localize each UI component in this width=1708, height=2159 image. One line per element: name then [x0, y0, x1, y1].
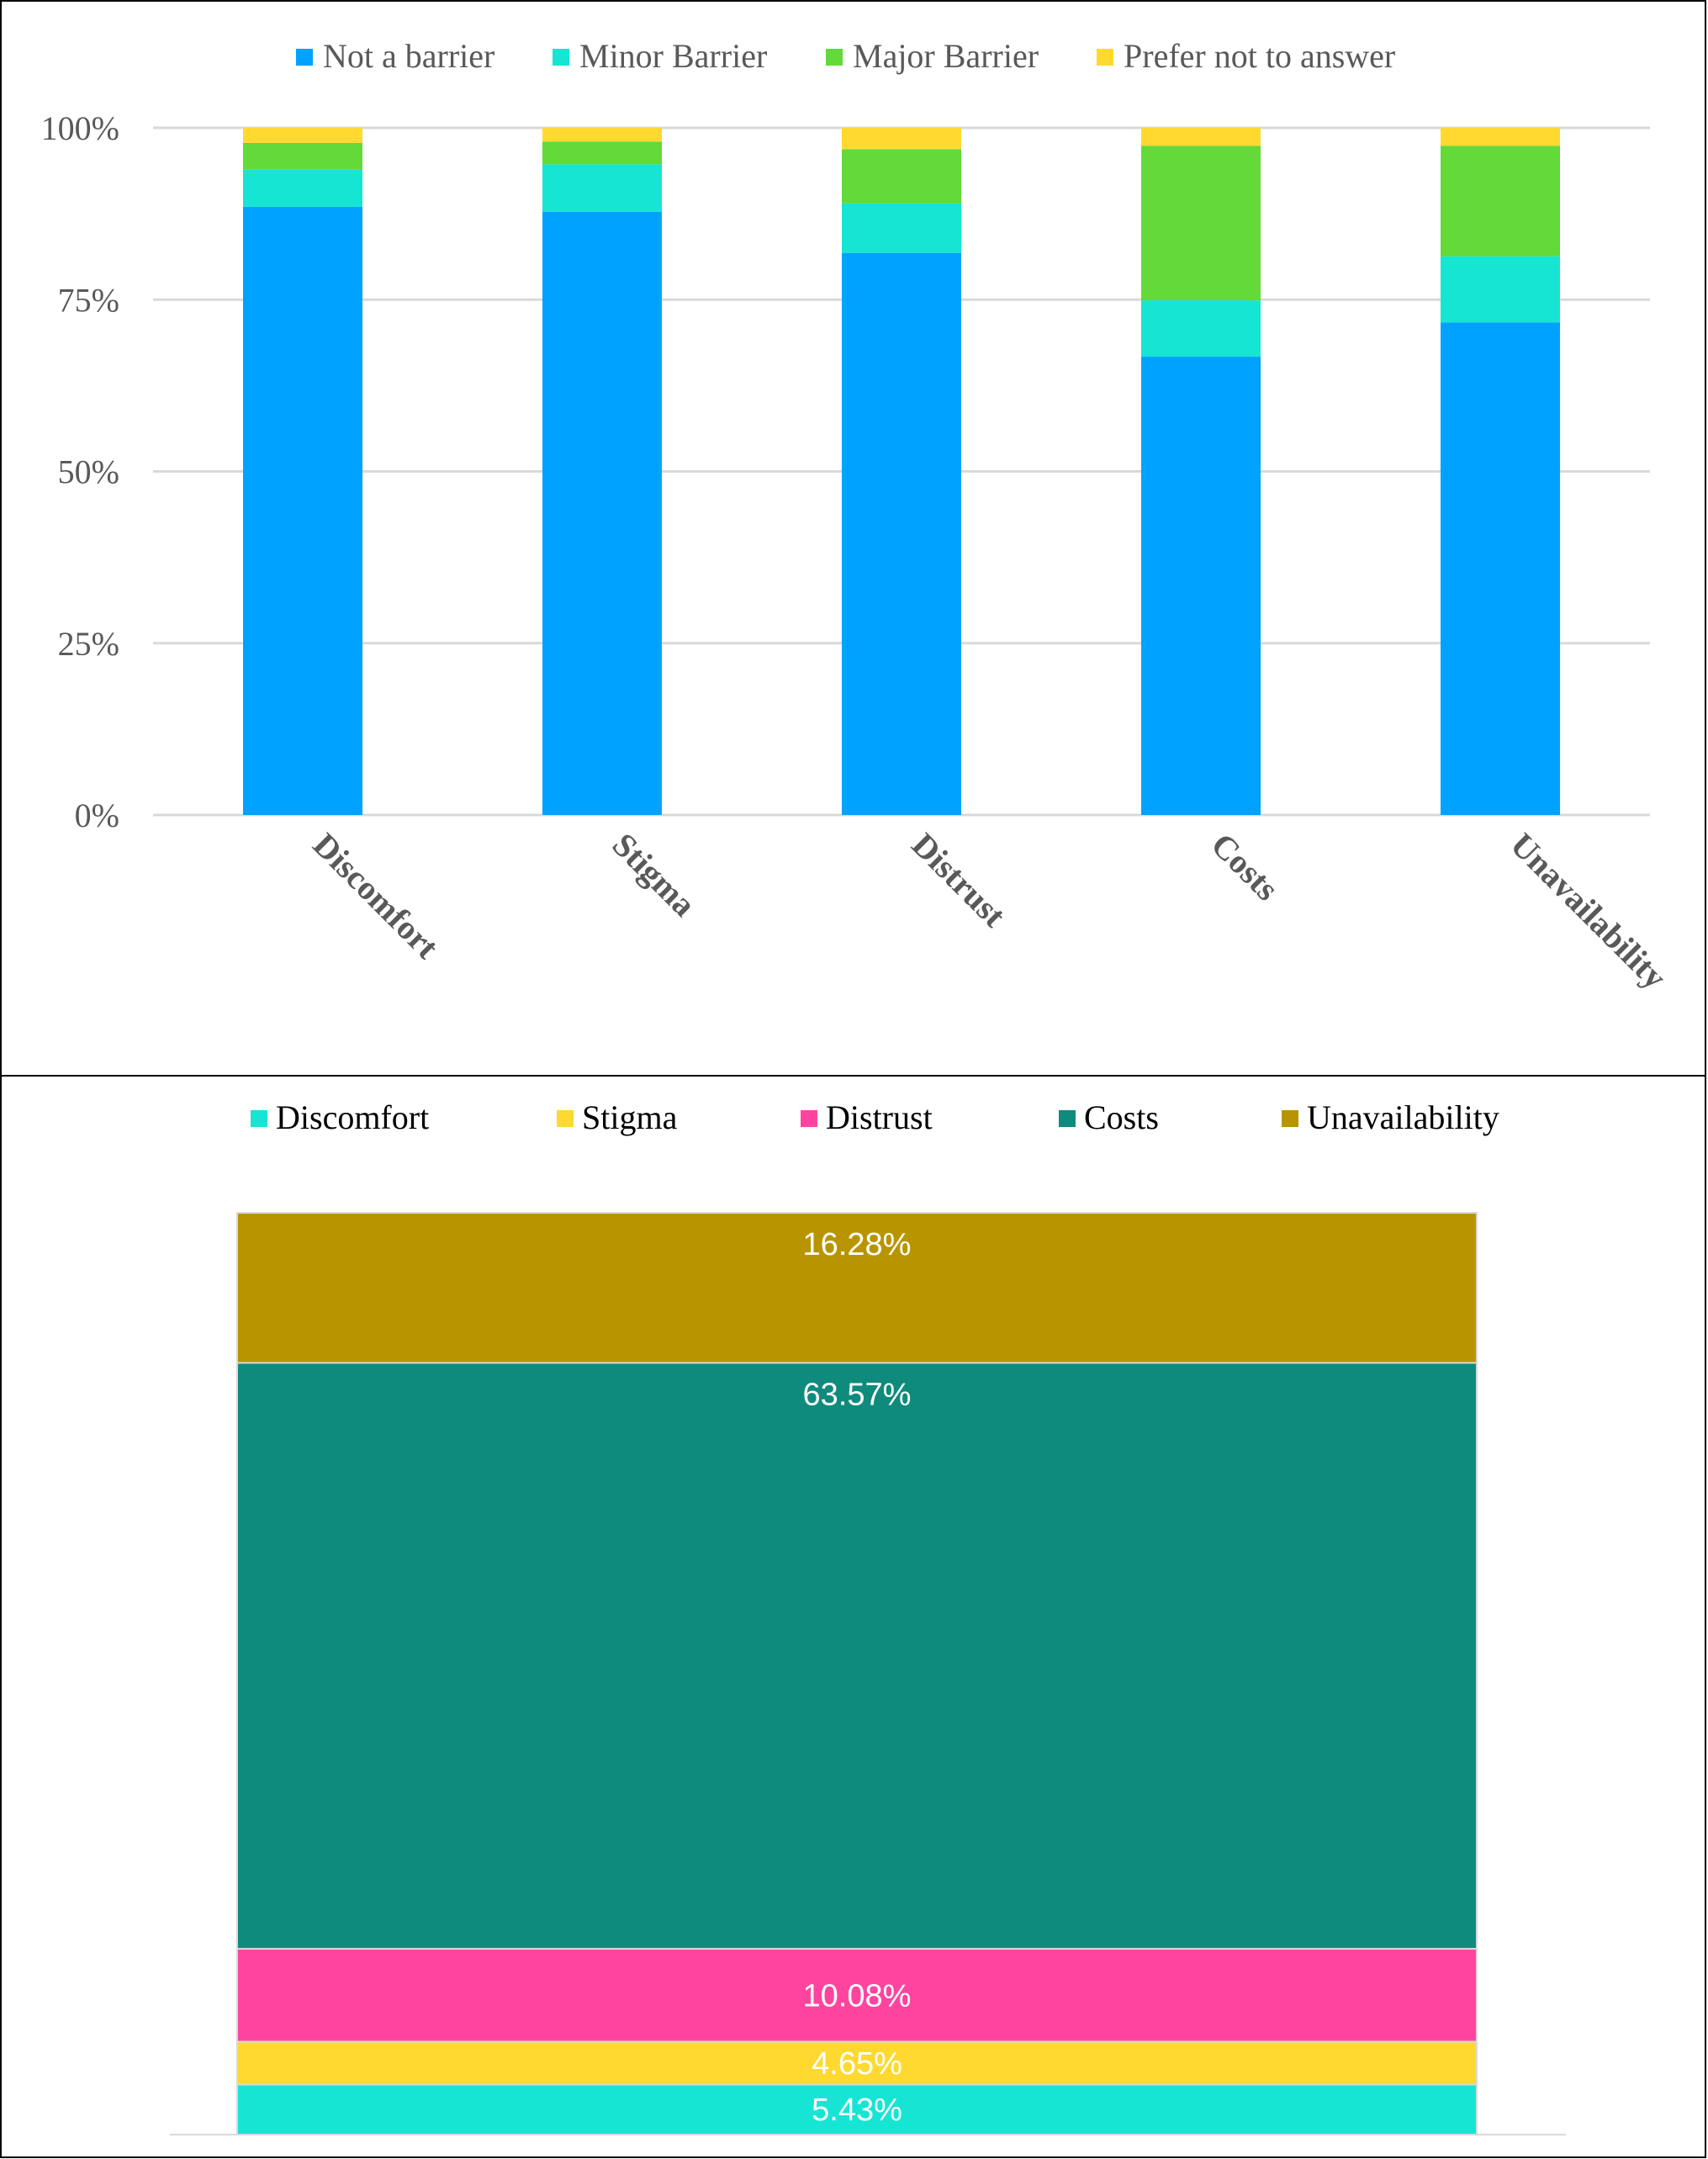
- segment-unavailability: [236, 1212, 1478, 1364]
- bar-unavailability-major-barrier: [1441, 146, 1560, 257]
- x-tick-label-stigma: Stigma: [605, 826, 704, 924]
- barrier-ratings-chart: Not a barrier Minor Barrier Major Barrier P…: [41, 37, 1674, 997]
- bar-unavailability-minor-barrier: [1441, 256, 1560, 323]
- y-tick-label: 50%: [58, 453, 119, 491]
- segment-costs: [236, 1362, 1478, 1950]
- barrier-share-chart: Discomfort Stigma Distrust Costs Unavailabil…: [170, 1098, 1566, 2136]
- bar-discomfort-prefer-not-to-answer: [243, 128, 362, 143]
- bar-discomfort-major-barrier: [243, 142, 362, 170]
- legend-swatch-distrust: [801, 1110, 817, 1127]
- data-label-discomfort: 5.43%: [812, 2093, 902, 2128]
- bar-distrust-prefer-not-to-answer: [842, 128, 961, 150]
- bar-distrust-minor-barrier: [842, 203, 961, 253]
- bar-group-costs: [1141, 128, 1261, 815]
- bar-unavailability-not-a-barrier: [1441, 322, 1560, 815]
- legend-swatch-discomfort: [251, 1110, 267, 1127]
- legend-swatch-not-a-barrier: [296, 49, 313, 66]
- y-tick-label: 100%: [41, 109, 119, 147]
- bottom-chart-panel: Discomfort Stigma Distrust Costs Unavailabil…: [0, 1075, 1706, 2158]
- bar-group-stigma: [542, 128, 662, 815]
- x-tick-label-costs: Costs: [1204, 826, 1287, 908]
- data-label-distrust: 10.08%: [803, 1978, 912, 2013]
- segment-distrust: [236, 1948, 1478, 2043]
- legend-swatch-stigma: [557, 1110, 574, 1127]
- bar-costs-major-barrier: [1141, 146, 1261, 301]
- legend-swatch-prefer-not-to-answer: [1097, 49, 1113, 66]
- y-tick-label: 0%: [75, 796, 119, 834]
- bar-group-discomfort: [243, 128, 362, 815]
- bar-distrust-not-a-barrier: [842, 252, 961, 816]
- bar-group-distrust: [842, 128, 961, 816]
- bar-stigma-not-a-barrier: [542, 211, 662, 815]
- legend: Not a barrier Minor Barrier Major Barrier P…: [296, 37, 1395, 75]
- bar-stigma-major-barrier: [542, 141, 662, 165]
- y-tick-label: 25%: [58, 625, 119, 663]
- legend-label-discomfort: Discomfort: [276, 1098, 429, 1136]
- bar-group-unavailability: [1441, 128, 1560, 815]
- stacked-bar: 5.43% 4.65% 10.08% 63.57% 16.28%: [236, 1212, 1478, 2136]
- segment-discomfort: [236, 2083, 1478, 2136]
- legend-swatch-unavailability: [1282, 1110, 1298, 1127]
- data-label-costs: 63.57%: [803, 1377, 912, 1412]
- x-tick-label-unavailability: Unavailability: [1504, 826, 1674, 997]
- legend-label-not-a-barrier: Not a barrier: [323, 37, 494, 75]
- bar-unavailability-prefer-not-to-answer: [1441, 128, 1560, 146]
- legend-label-stigma: Stigma: [582, 1098, 678, 1136]
- legend-swatch-major-barrier: [826, 49, 843, 66]
- legend-label-unavailability: Unavailability: [1307, 1098, 1499, 1136]
- bar-costs-prefer-not-to-answer: [1141, 128, 1261, 146]
- legend-swatch-minor-barrier: [553, 49, 569, 66]
- segment-stigma: [236, 2040, 1478, 2086]
- y-tick-label: 75%: [58, 281, 119, 319]
- x-tick-label-distrust: Distrust: [905, 826, 1014, 935]
- bar-costs-not-a-barrier: [1141, 357, 1261, 815]
- bar-distrust-major-barrier: [842, 149, 961, 204]
- data-label-stigma: 4.65%: [812, 2046, 902, 2082]
- bar-stigma-minor-barrier: [542, 164, 662, 212]
- legend-swatch-costs: [1059, 1110, 1076, 1127]
- data-label-unavailability: 16.28%: [803, 1227, 912, 1262]
- bar-costs-minor-barrier: [1141, 300, 1261, 357]
- legend: Discomfort Stigma Distrust Costs Unavailabil…: [251, 1098, 1499, 1136]
- top-chart-panel: Not a barrier Minor Barrier Major Barrier P…: [0, 0, 1706, 1077]
- bar-stigma-prefer-not-to-answer: [542, 128, 662, 142]
- legend-label-prefer-not-to-answer: Prefer not to answer: [1124, 37, 1395, 75]
- bar-discomfort-not-a-barrier: [243, 206, 362, 815]
- legend-label-major-barrier: Major Barrier: [853, 37, 1039, 75]
- legend-label-minor-barrier: Minor Barrier: [579, 37, 767, 75]
- x-tick-label-discomfort: Discomfort: [306, 826, 447, 966]
- bar-discomfort-minor-barrier: [243, 169, 362, 207]
- legend-label-costs: Costs: [1084, 1098, 1159, 1136]
- legend-label-distrust: Distrust: [826, 1098, 933, 1136]
